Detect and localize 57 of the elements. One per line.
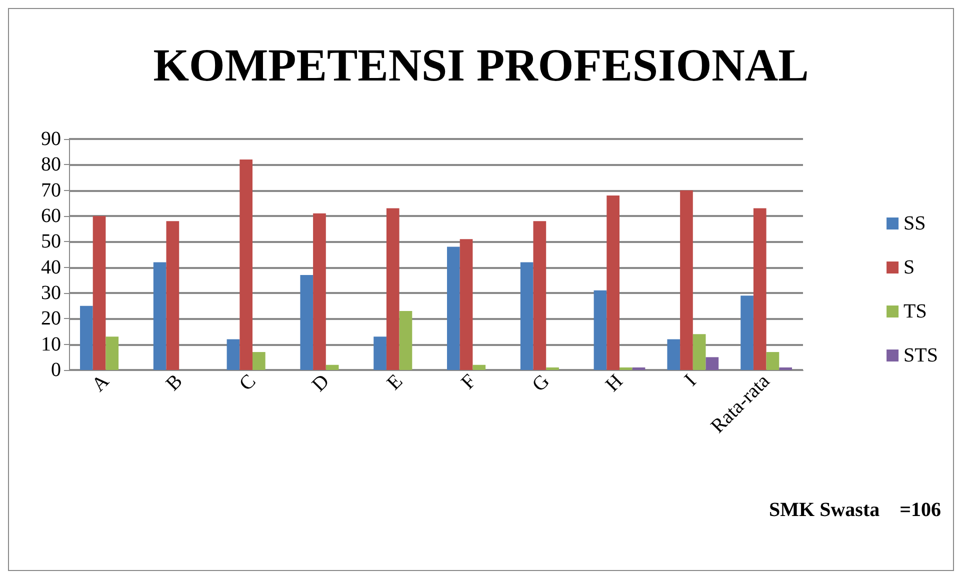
bar	[520, 262, 534, 370]
bar	[680, 190, 693, 370]
bar	[779, 367, 792, 370]
bar	[300, 275, 314, 370]
bar	[533, 221, 546, 370]
legend-label: S	[904, 256, 915, 278]
legend-label: STS	[904, 344, 938, 366]
bar	[326, 364, 339, 370]
bar	[313, 213, 326, 370]
x-tick-label: H	[602, 370, 628, 396]
y-tick-label: 10	[41, 333, 61, 356]
bar	[460, 239, 473, 370]
chart-title: KOMPETENSI PROFESIONAL	[153, 40, 809, 90]
bar	[594, 290, 607, 370]
bar	[620, 367, 632, 370]
text: SMK Swasta =106	[769, 499, 942, 521]
legend-label: SS	[904, 212, 926, 234]
bar	[399, 310, 412, 370]
bar	[240, 160, 252, 370]
bar	[692, 334, 706, 370]
y-tick-label: 90	[41, 128, 61, 150]
y-tick-label: 70	[41, 179, 61, 202]
bar	[447, 246, 460, 370]
bar	[374, 336, 386, 370]
bar	[92, 216, 106, 370]
bar	[740, 296, 754, 370]
y-tick-label: 80	[41, 154, 61, 176]
x-tick-label: D	[308, 370, 334, 396]
x-tick-label: E	[382, 370, 408, 394]
bar	[632, 367, 646, 370]
y-tick-label: 20	[41, 308, 61, 330]
y-tick-label: 50	[41, 230, 61, 253]
bar	[667, 339, 680, 370]
bar	[166, 221, 180, 370]
bar	[252, 352, 266, 370]
x-tick-label: I	[680, 370, 701, 390]
bar	[106, 336, 119, 370]
bar	[753, 208, 766, 370]
bar	[472, 364, 486, 370]
bar	[706, 357, 719, 370]
x-tick-label: F	[457, 370, 480, 394]
y-tick-label: 30	[41, 282, 61, 304]
bar	[80, 306, 93, 370]
bar	[153, 262, 166, 370]
legend-label: TS	[904, 300, 927, 322]
y-tick-label: 0	[51, 359, 61, 381]
y-tick-label: 40	[41, 256, 61, 278]
bar	[226, 339, 240, 370]
bar	[606, 195, 620, 370]
bar	[546, 367, 559, 370]
x-tick-label: G	[528, 370, 554, 396]
x-tick-label: B	[162, 370, 187, 396]
x-tick-label: C	[235, 370, 260, 396]
x-tick-label: A	[88, 370, 114, 396]
bar	[386, 208, 400, 370]
y-tick-label: 60	[41, 205, 61, 227]
bar	[766, 352, 780, 370]
